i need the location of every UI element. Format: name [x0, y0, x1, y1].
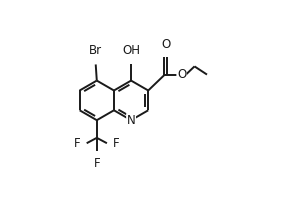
Text: OH: OH: [122, 44, 140, 57]
Text: N: N: [127, 114, 135, 127]
Text: F: F: [74, 137, 81, 150]
Text: O: O: [177, 68, 186, 82]
Text: F: F: [113, 137, 119, 150]
Text: F: F: [94, 157, 100, 170]
Text: O: O: [161, 38, 170, 51]
Text: Br: Br: [89, 44, 102, 57]
